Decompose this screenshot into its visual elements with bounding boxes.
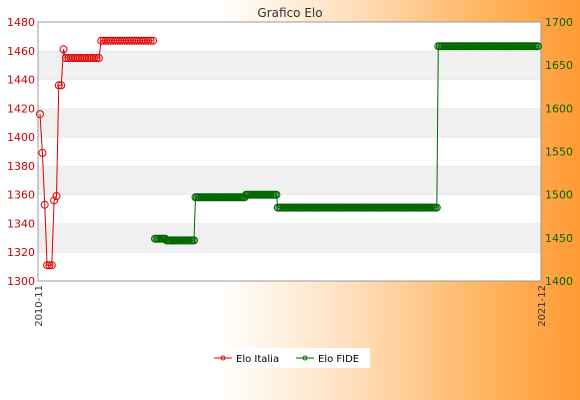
x-tick-label: 2010-11 [34, 285, 45, 327]
data-point-elo-italia [45, 261, 54, 270]
legend-marker-elo-fide [302, 355, 308, 361]
left-tick-label: 1420 [7, 102, 35, 115]
data-point-elo-italia [47, 261, 56, 270]
legend-item-elo-fide[interactable]: Elo FIDE [296, 354, 359, 365]
data-point-elo-italia [52, 192, 61, 201]
data-point-elo-italia [149, 36, 157, 45]
series-layer [36, 36, 542, 270]
data-point-elo-italia [94, 54, 103, 62]
grid-band [38, 252, 541, 281]
legend-label-elo-italia: Elo Italia [236, 354, 279, 365]
left-tick-label: 1400 [7, 131, 35, 144]
right-tick-label: 1500 [545, 189, 573, 202]
right-axis-ticks: 1400 1450 1500 1550 1600 1650 1700 [545, 16, 573, 288]
plot-background-bands [38, 21, 541, 281]
grid-band [38, 50, 541, 80]
data-point-elo-italia [50, 196, 59, 205]
data-point-elo-italia [146, 36, 155, 45]
left-tick-label: 1460 [7, 45, 35, 58]
data-point-elo-italia [90, 54, 99, 62]
legend: Elo Italia Elo FIDE [210, 348, 370, 368]
right-tick-label: 1600 [545, 102, 573, 115]
data-point-elo-italia [57, 81, 66, 90]
left-axis-ticks: 1300 1320 1340 1360 1380 1400 1420 1440 1460 1480 [7, 16, 35, 288]
legend-label-elo-fide: Elo FIDE [318, 354, 359, 365]
right-tick-label: 1700 [545, 16, 573, 29]
x-tick-label: 2021-12 [537, 285, 548, 327]
left-tick-label: 1480 [7, 16, 35, 29]
left-tick-label: 1300 [7, 275, 35, 288]
left-tick-label: 1380 [7, 160, 35, 173]
data-point-elo-italia [38, 148, 47, 157]
right-tick-label: 1650 [545, 59, 573, 72]
grid-band [38, 79, 541, 109]
data-point-elo-italia [54, 81, 63, 90]
data-point-elo-italia [43, 261, 52, 270]
data-point-elo-italia [40, 200, 49, 209]
right-tick-label: 1450 [545, 232, 573, 245]
grid-band [38, 223, 541, 253]
data-point-elo-italia [92, 54, 101, 62]
plot-frame [37, 21, 542, 282]
data-point-elo-fide [534, 42, 542, 51]
left-tick-label: 1340 [7, 217, 35, 230]
legend-item-elo-italia[interactable]: Elo Italia [214, 354, 279, 365]
data-point-elo-fide [190, 236, 198, 245]
left-tick-label: 1440 [7, 74, 35, 87]
chart-title: Grafico Elo [257, 6, 322, 20]
data-point-elo-fide [432, 203, 441, 212]
data-point-elo-italia [59, 45, 68, 54]
x-axis-ticks: 2010-11 2021-12 [34, 285, 548, 327]
right-tick-label: 1400 [545, 275, 573, 288]
legend-marker-elo-italia [220, 355, 226, 361]
grid-band [38, 165, 541, 195]
left-tick-label: 1360 [7, 189, 35, 202]
data-point-elo-italia [144, 36, 153, 45]
series-line-elo-italia [39, 40, 153, 266]
legend-box [210, 348, 370, 368]
grid-band [38, 137, 541, 166]
left-tick-label: 1320 [7, 246, 35, 259]
data-point-elo-italia [36, 110, 44, 119]
right-tick-label: 1550 [545, 146, 573, 159]
grid-band [38, 108, 541, 138]
data-point-elo-fide [272, 190, 281, 199]
